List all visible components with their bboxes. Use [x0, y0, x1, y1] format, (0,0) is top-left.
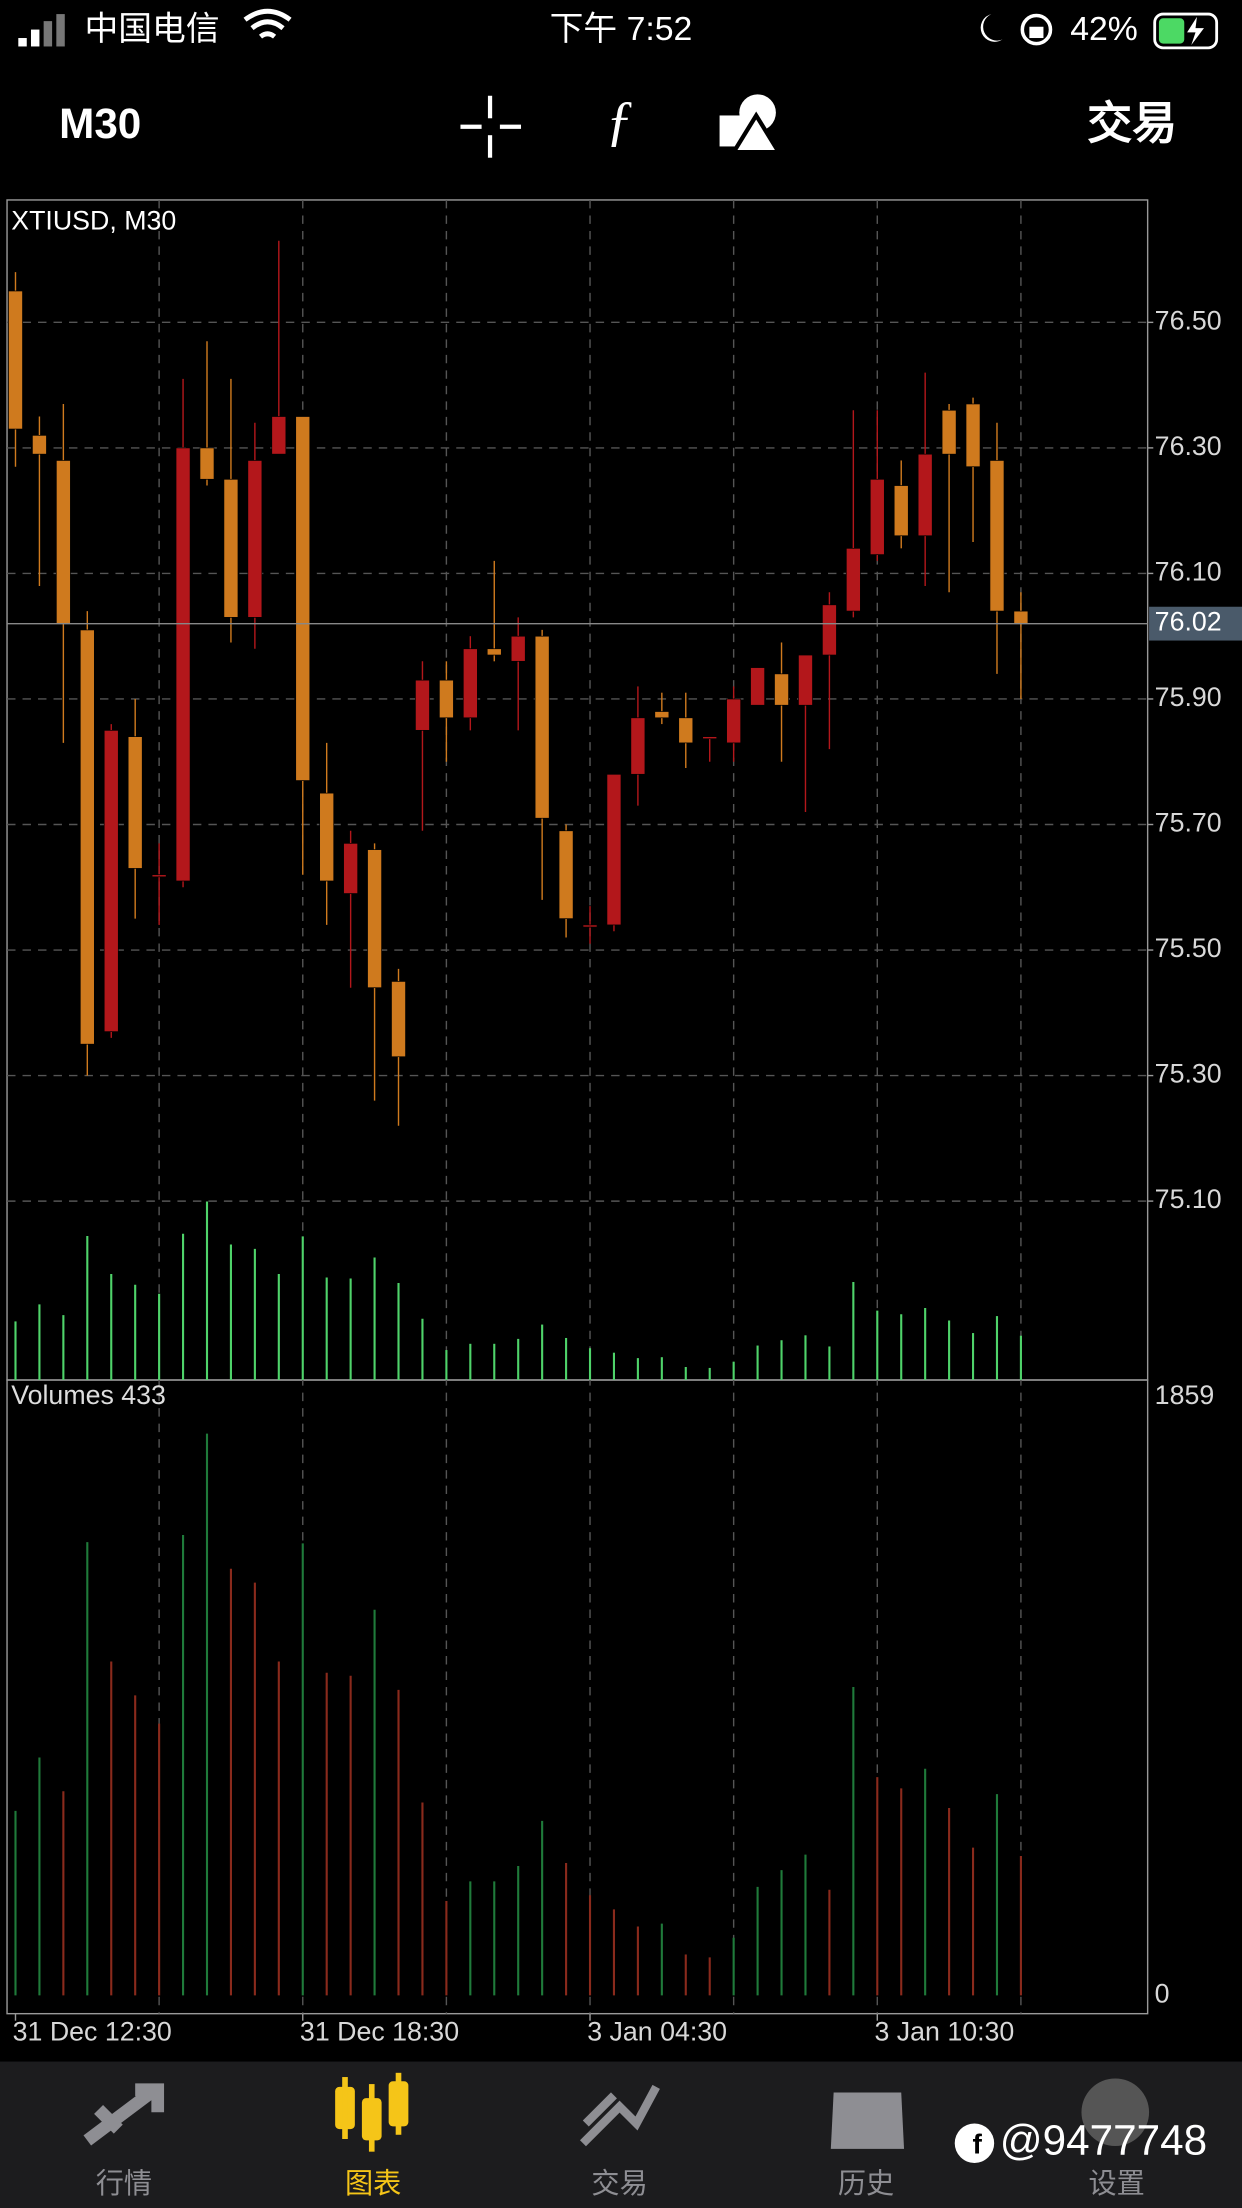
timeframe-button[interactable]: M30 — [59, 100, 141, 147]
candle-body — [415, 679, 430, 731]
tab-label[interactable]: 行情 — [96, 2168, 152, 2199]
tab-label[interactable]: 历史 — [838, 2168, 894, 2199]
x-tick-label: 31 Dec 12:30 — [13, 2016, 172, 2046]
candle-body — [1013, 610, 1029, 624]
candle-body — [199, 447, 215, 480]
candle-body — [869, 478, 885, 555]
candle-body — [893, 485, 909, 537]
current-price-label: 76.02 — [1155, 607, 1222, 637]
candle-body — [917, 453, 933, 537]
carrier: 中国电信 — [84, 10, 219, 48]
chart-title: XTIUSD, M30 — [11, 206, 176, 236]
candle-body — [989, 460, 1005, 612]
x-tick-label: 3 Jan 04:30 — [587, 2016, 727, 2046]
signal-bar — [18, 38, 27, 47]
volume-title: Volumes 433 — [11, 1380, 166, 1410]
tab-label[interactable]: 交易 — [591, 2168, 647, 2199]
status-bar: 中国电信 下午 7:52 42% — [18, 8, 1219, 50]
tab-label[interactable]: 设置 — [1089, 2168, 1145, 2199]
objects-button[interactable] — [719, 94, 783, 155]
indicators-button[interactable]: ƒ — [606, 91, 634, 153]
y-tick-label: 75.90 — [1155, 682, 1222, 712]
plot: 76.50 76.30 76.10 75.90 75.70 75.50 75.30 75.10… — [7, 199, 1242, 2046]
y-tick-label: 75.50 — [1155, 933, 1222, 963]
candle-body — [798, 654, 813, 706]
candle-body — [127, 736, 143, 869]
watermark-text: @9477748 — [1000, 2116, 1207, 2163]
candle-body — [103, 729, 119, 1032]
y-tick-label: 75.70 — [1155, 808, 1222, 838]
candle-body — [558, 830, 574, 920]
x-tick-label: 31 Dec 18:30 — [300, 2016, 459, 2046]
clock: 下午 7:52 — [550, 10, 693, 48]
candle-body — [678, 717, 694, 744]
watermark: f @9477748 — [954, 2116, 1207, 2163]
svg-text:f: f — [973, 2128, 983, 2159]
y-tick-label: 76.50 — [1155, 305, 1222, 335]
candle-body — [965, 403, 981, 468]
candle-body — [367, 849, 382, 989]
y-tick-label: 75.10 — [1155, 1184, 1222, 1214]
crosshair-button[interactable] — [460, 95, 522, 158]
current-price-box — [1149, 606, 1242, 641]
toolbar: M30 ƒ 交易 — [59, 91, 1177, 158]
candle-body — [941, 409, 957, 455]
candle-body — [654, 711, 670, 719]
y-tick-label: 76.30 — [1155, 431, 1222, 461]
candle-body — [55, 460, 71, 624]
volume-tick-label: 1859 — [1155, 1380, 1215, 1410]
candle-body — [462, 648, 478, 719]
candle-body — [295, 416, 311, 781]
candle-body — [630, 717, 646, 775]
candle-body — [247, 460, 263, 618]
wifi-icon — [243, 8, 292, 39]
candle-body — [175, 447, 191, 882]
x-tick-label: 3 Jan 10:30 — [874, 2016, 1014, 2046]
signal-bar — [56, 14, 65, 47]
signal-bar — [43, 21, 53, 47]
lock-icon — [1029, 26, 1044, 39]
candle-body — [438, 679, 454, 719]
charging-icon — [1187, 16, 1204, 46]
signal-bar — [30, 29, 40, 47]
battery-level: 42% — [1070, 10, 1138, 48]
candle-body — [391, 981, 406, 1058]
y-tick-label: 75.30 — [1155, 1059, 1222, 1089]
candle-body — [319, 792, 335, 882]
tab-label[interactable]: 图表 — [345, 2168, 401, 2199]
candle-body — [726, 698, 742, 744]
candle-body — [534, 635, 550, 819]
battery-icon — [1153, 12, 1219, 50]
candle-body — [151, 874, 167, 878]
tab-bar — [0, 2061, 1242, 2208]
candle-body — [606, 773, 622, 926]
volume-pane — [6, 1379, 1149, 2015]
trade-button[interactable]: 交易 — [1087, 98, 1177, 149]
candle-body — [223, 478, 239, 618]
y-tick-label: 76.10 — [1155, 556, 1222, 586]
candle-body — [8, 290, 23, 430]
battery-fill — [1158, 18, 1185, 44]
tab-icons — [83, 2072, 1150, 2152]
candle-body — [582, 924, 598, 928]
candle-body — [774, 673, 789, 706]
lock-icon — [1020, 13, 1053, 46]
candle-body — [702, 736, 718, 740]
candle-body — [32, 434, 47, 455]
candle-body — [845, 547, 861, 612]
candle-body — [510, 635, 526, 662]
candle-body — [486, 648, 502, 656]
candle-body — [271, 416, 287, 455]
candle-body — [343, 842, 359, 894]
candle-body — [750, 667, 765, 706]
volume-tick-label: 0 — [1155, 1978, 1170, 2008]
tabs: 行情 图表 交易 历史 设置 — [96, 2168, 1145, 2199]
candle-body — [822, 604, 837, 656]
candle-body — [79, 629, 95, 1045]
